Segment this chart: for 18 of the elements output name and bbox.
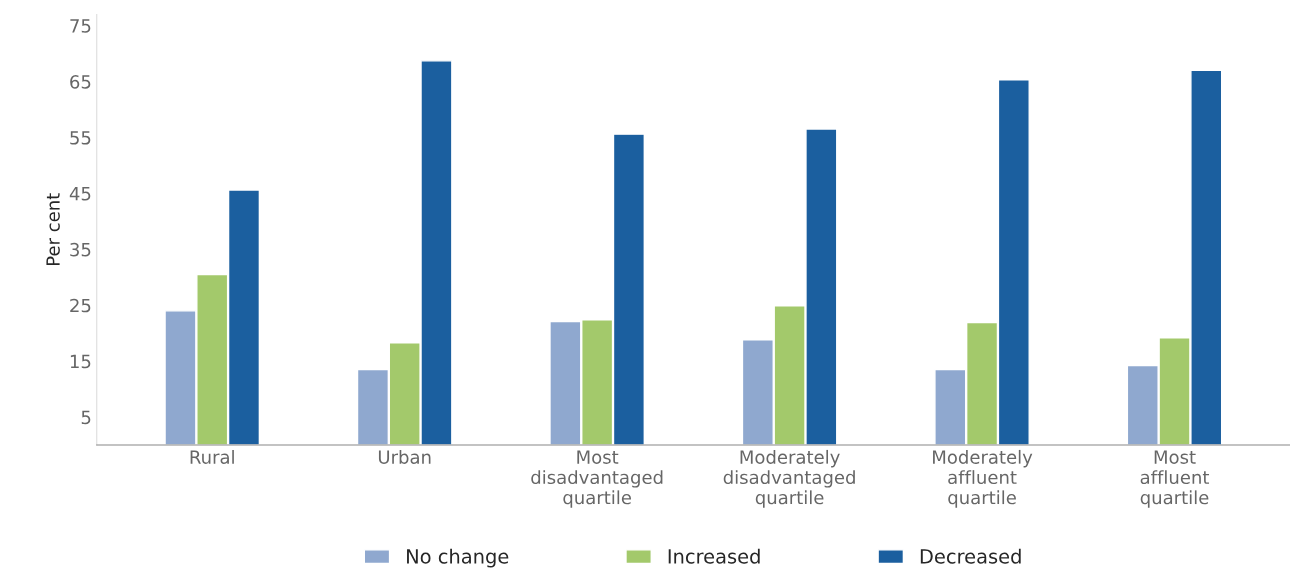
legend-label: Increased	[668, 548, 760, 564]
y-tick-label: 65	[70, 75, 91, 89]
y-tick-label: 15	[70, 354, 91, 369]
y-tick-label: 75	[70, 19, 91, 33]
y-axis-title: Per cent	[46, 193, 60, 266]
legend-label: Decreased	[920, 548, 1021, 564]
y-tick-label: 5	[81, 410, 91, 425]
x-tick-label: Rural	[190, 449, 234, 464]
x-tick-label: Moderately affluent quartile	[933, 449, 1033, 508]
y-tick-label: 45	[69, 187, 91, 201]
x-tick-label: Moderately disadvantaged quartile	[723, 449, 855, 508]
legend-label: No change	[407, 548, 509, 568]
y-tick-label: 25	[70, 298, 91, 313]
x-tick-label: Urban	[378, 449, 431, 464]
x-tick-label: Most affluent quartile	[1140, 450, 1210, 508]
x-tick-label: Most disadvantaged quartile	[531, 450, 663, 508]
y-tick-label: 55	[70, 131, 91, 145]
y-tick-label: 35	[70, 242, 91, 257]
